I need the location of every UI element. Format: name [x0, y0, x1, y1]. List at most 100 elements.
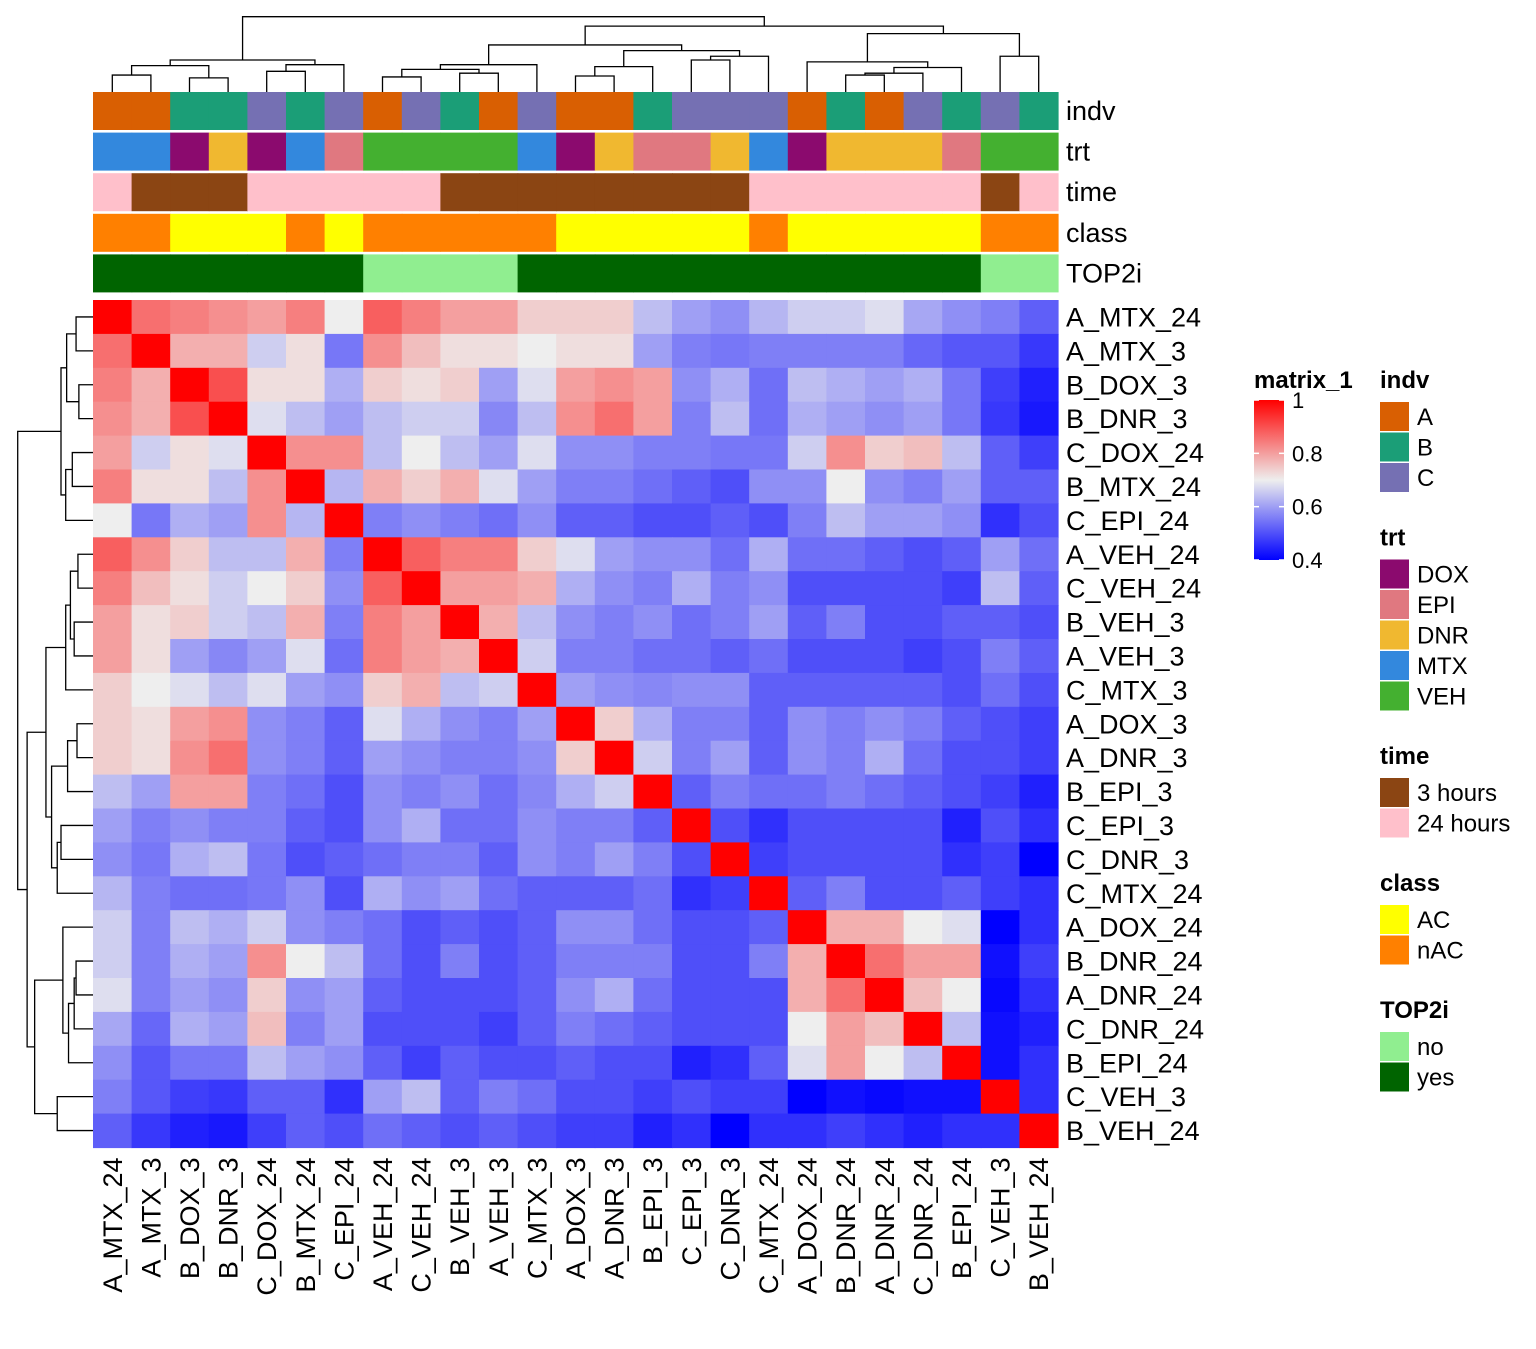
heatmap-cell	[594, 639, 634, 674]
heatmap-cell	[247, 639, 287, 674]
heatmap-cell	[826, 469, 866, 504]
column-dendrogram-branch	[584, 25, 945, 45]
column-dendrogram-branch	[130, 64, 210, 78]
annotation-cell-class	[749, 213, 789, 252]
heatmap-cell	[672, 1011, 712, 1047]
heatmap-cell	[170, 1079, 210, 1115]
heatmap-cell	[556, 537, 596, 572]
annotation-cell-class	[517, 213, 557, 252]
heatmap-cell	[93, 740, 133, 776]
heatmap-cell	[440, 367, 480, 403]
legend-label: A	[1417, 404, 1433, 431]
row-label: C_DNR_24	[1066, 1014, 1204, 1044]
legend-label: no	[1417, 1034, 1444, 1061]
annotation-cell-trt	[865, 132, 905, 171]
annotation-cell-class	[980, 213, 1020, 252]
heatmap-cell	[479, 706, 519, 742]
column-label: A_MTX_3	[136, 1158, 166, 1278]
heatmap-cell	[633, 842, 673, 877]
heatmap-cell	[787, 1045, 827, 1081]
column-label: C_EPI_24	[329, 1158, 359, 1281]
heatmap-cell	[170, 808, 210, 843]
heatmap-cell	[131, 605, 171, 640]
heatmap-cell	[865, 774, 905, 810]
color-scale-title: matrix_1	[1254, 367, 1353, 394]
column-dendrogram-branch	[488, 44, 683, 65]
row-label: C_MTX_3	[1066, 675, 1188, 705]
heatmap-cell	[517, 944, 557, 979]
heatmap-cell	[208, 401, 248, 437]
heatmap-cell	[594, 300, 634, 335]
heatmap-cell	[826, 944, 866, 979]
heatmap-cell	[247, 537, 287, 572]
heatmap-cell	[633, 876, 673, 911]
heatmap-cell	[787, 333, 827, 369]
heatmap-cell	[633, 503, 673, 538]
heatmap-cell	[286, 706, 326, 742]
annotation-cell-trt	[980, 132, 1020, 171]
heatmap-cell	[710, 605, 750, 640]
annotation-cell-top2i	[401, 254, 441, 293]
annotation-cell-trt	[517, 132, 557, 171]
heatmap-cell	[170, 435, 210, 471]
heatmap-cell	[401, 1011, 441, 1047]
heatmap-cell	[247, 672, 287, 708]
heatmap-cell	[633, 300, 673, 335]
annotation-cell-indv	[131, 92, 171, 130]
heatmap-cell	[286, 435, 326, 471]
heatmap-cell	[672, 639, 712, 674]
heatmap-cell	[787, 503, 827, 538]
annotation-cell-top2i	[440, 254, 480, 293]
heatmap-cell	[826, 1045, 866, 1081]
annotation-cell-time	[170, 173, 210, 212]
heatmap-cell	[594, 842, 634, 877]
row-label: C_VEH_3	[1066, 1082, 1186, 1112]
heatmap-cell	[594, 571, 634, 606]
heatmap-cell	[440, 333, 480, 369]
heatmap-cell	[594, 605, 634, 640]
heatmap-cell	[826, 672, 866, 708]
heatmap-cell	[556, 333, 596, 369]
annotation-cell-top2i	[865, 254, 905, 293]
heatmap-cell	[286, 537, 326, 572]
heatmap-cell	[517, 1045, 557, 1081]
heatmap-cell	[749, 469, 789, 504]
heatmap-cell	[324, 876, 364, 911]
row-dendrogram-branch	[67, 1002, 93, 1064]
heatmap-cell	[672, 333, 712, 369]
heatmap-cell	[208, 537, 248, 572]
annotation-cell-trt	[93, 132, 133, 171]
row-dendrogram-branch	[69, 570, 78, 640]
heatmap-cell	[787, 944, 827, 979]
heatmap-cell	[363, 300, 403, 335]
column-label: B_MTX_24	[291, 1158, 321, 1293]
annotation-cell-indv	[556, 92, 596, 130]
heatmap-cell	[710, 401, 750, 437]
heatmap-cell	[286, 842, 326, 877]
legend-label: DOX	[1417, 562, 1469, 589]
heatmap-cell	[594, 944, 634, 979]
heatmap-cell	[1019, 469, 1059, 504]
heatmap-cell	[633, 1079, 673, 1115]
column-dendrogram-branch	[806, 61, 929, 92]
heatmap-cell	[672, 401, 712, 437]
heatmap-cell	[787, 910, 827, 945]
heatmap-cell	[131, 300, 171, 335]
heatmap-cell	[401, 401, 441, 437]
row-label: B_VEH_24	[1066, 1116, 1200, 1146]
heatmap-cell	[401, 740, 441, 776]
heatmap-cell	[942, 978, 982, 1013]
column-label: C_VEH_3	[986, 1158, 1016, 1278]
heatmap-cell	[131, 672, 171, 708]
column-label: C_MTX_3	[522, 1158, 552, 1280]
heatmap-cell	[479, 978, 519, 1013]
annotation-cell-trt	[594, 132, 634, 171]
heatmap-cell	[170, 842, 210, 877]
column-label: A_DOX_24	[793, 1158, 823, 1295]
heatmap-cell	[903, 571, 943, 606]
legend-swatch	[1380, 1032, 1409, 1061]
heatmap-cell	[170, 1113, 210, 1149]
heatmap-cell	[131, 537, 171, 572]
heatmap-cell	[980, 435, 1020, 471]
heatmap-cell	[170, 706, 210, 742]
